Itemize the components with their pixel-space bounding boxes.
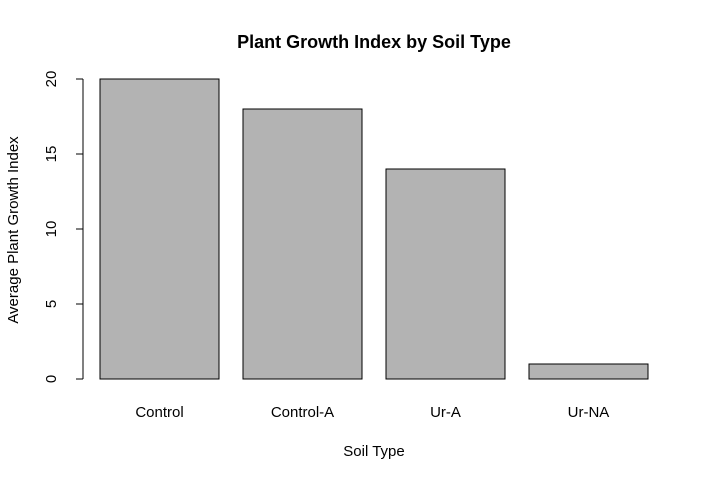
x-axis-title: Soil Type — [343, 443, 404, 460]
x-tick-label: Ur-NA — [568, 404, 610, 421]
bars-group — [99, 78, 649, 380]
bar-control — [99, 78, 220, 380]
x-tick-label: Control-A — [271, 404, 334, 421]
y-tick-label: 0 — [43, 375, 60, 383]
bar-ur-a — [385, 168, 506, 380]
y-tick-label: 20 — [43, 71, 60, 88]
bar-control-a — [242, 108, 363, 380]
y-tick-label: 15 — [43, 146, 60, 163]
y-axis: 0 5 10 15 20 — [43, 71, 84, 383]
y-tick-label: 5 — [43, 300, 60, 308]
y-axis-title: Average Plant Growth Index — [5, 136, 22, 324]
x-tick-label: Ur-A — [430, 404, 461, 421]
chart-title: Plant Growth Index by Soil Type — [237, 32, 511, 52]
y-tick-label: 10 — [43, 221, 60, 238]
x-tick-label: Control — [135, 404, 183, 421]
bar-ur-na — [528, 363, 649, 380]
x-tick-labels: Control Control-A Ur-A Ur-NA — [135, 404, 609, 421]
